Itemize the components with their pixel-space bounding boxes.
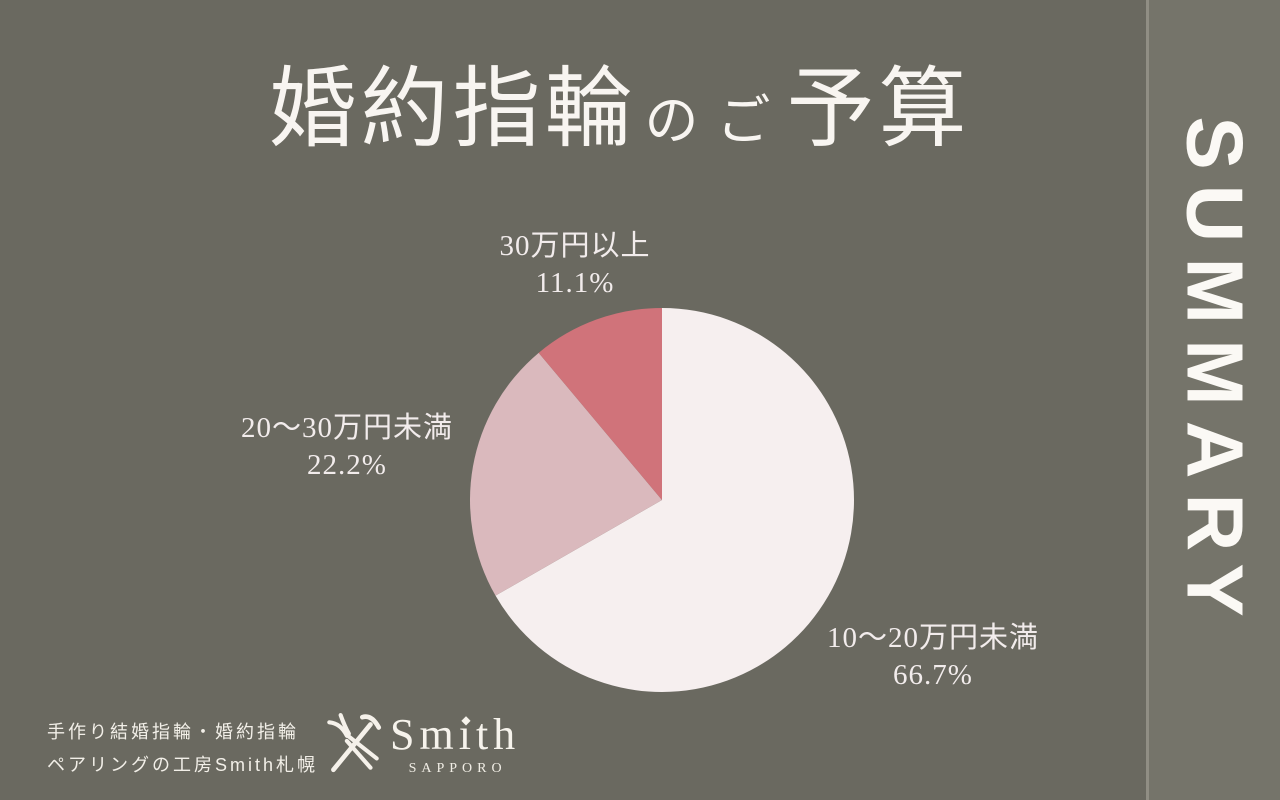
pie-chart-figure: 30万円以上 11.1% 20〜30万円未満 22.2% 10〜20万円未満 6… xyxy=(187,228,1093,694)
brand-subtitle: SAPPORO xyxy=(408,760,507,776)
summary-sidebar: SUMMARY xyxy=(1146,0,1280,800)
brand-text-block: Smı ◆ th SAPPORO xyxy=(390,709,521,777)
pie-label-10-20: 10〜20万円未満 66.7% xyxy=(773,620,1093,694)
brand-name-i-wrap: ı ◆ xyxy=(458,709,476,759)
diamond-icon: ◆ xyxy=(461,712,471,727)
brand-name-pre: Sm xyxy=(390,709,459,759)
pie-slice xyxy=(495,308,854,692)
sidebar-vertical-label: SUMMARY xyxy=(1170,116,1260,632)
crossed-jewelry-tools-icon xyxy=(320,710,386,778)
title-main-2: 予算 xyxy=(786,62,971,159)
pie-label-text: 10〜20万円未満 xyxy=(826,622,1039,654)
brand-logo: Smı ◆ th SAPPORO xyxy=(320,710,520,778)
page-title: 婚約指輪のご予算 xyxy=(0,58,1147,164)
main-area: 婚約指輪のご予算 30万円以上 11.1% 20〜30万円未満 22.2% 10… xyxy=(0,58,1147,782)
pie-label-20-30: 20〜30万円未満 22.2% xyxy=(187,410,507,484)
pie-label-text: 30万円以上 xyxy=(499,230,651,262)
title-small-2: ご xyxy=(716,91,773,151)
pie-label-value: 22.2% xyxy=(307,449,387,481)
brand-name-post: th xyxy=(475,709,521,759)
tagline-line-1: 手作り結婚指輪・婚約指輪 xyxy=(47,722,299,742)
title-small-1: の xyxy=(644,91,701,151)
pie-label-value: 66.7% xyxy=(893,659,973,691)
pie-chart xyxy=(470,308,854,692)
pie-label-over-30: 30万円以上 11.1% xyxy=(425,228,725,302)
title-main-1: 婚約指輪 xyxy=(268,62,637,159)
brand-name-dotless-i: ı xyxy=(458,709,476,759)
footer-tagline: 手作り結婚指輪・婚約指輪 ペアリングの工房Smith札幌 xyxy=(47,716,318,782)
pie-label-text: 20〜30万円未満 xyxy=(240,412,453,444)
pie-slice xyxy=(538,308,662,500)
pie-label-value: 11.1% xyxy=(535,267,615,299)
pie-slice xyxy=(470,352,662,596)
brand-name: Smı ◆ th xyxy=(390,709,521,759)
tagline-line-2: ペアリングの工房Smith札幌 xyxy=(47,755,319,775)
